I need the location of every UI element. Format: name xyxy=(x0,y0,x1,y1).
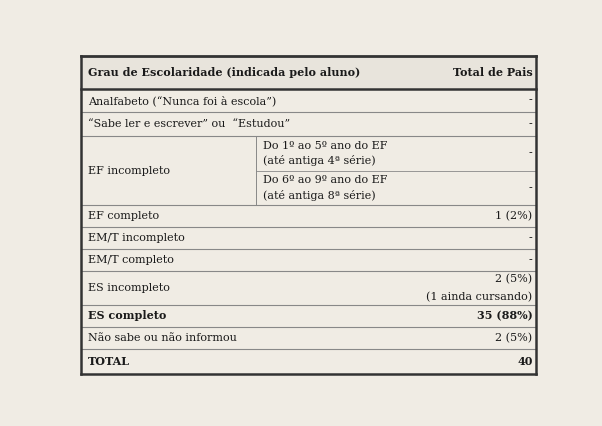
Text: ES completo: ES completo xyxy=(88,310,166,321)
Text: -: - xyxy=(529,255,533,265)
Text: 35 (88%): 35 (88%) xyxy=(477,310,533,321)
Text: Não sabe ou não informou: Não sabe ou não informou xyxy=(88,333,237,343)
Text: (até antiga 8ª série): (até antiga 8ª série) xyxy=(263,190,376,201)
Text: Do 1º ao 5º ano do EF: Do 1º ao 5º ano do EF xyxy=(263,141,388,151)
Text: Do 6º ao 9º ano do EF: Do 6º ao 9º ano do EF xyxy=(263,176,388,185)
Text: Analfabeto (“Nunca foi à escola”): Analfabeto (“Nunca foi à escola”) xyxy=(88,95,276,106)
Bar xyxy=(81,56,536,89)
Text: -: - xyxy=(529,148,533,158)
Text: -: - xyxy=(529,119,533,129)
Text: EM/T incompleto: EM/T incompleto xyxy=(88,233,185,243)
Text: EM/T completo: EM/T completo xyxy=(88,255,174,265)
Text: Total de Pais: Total de Pais xyxy=(453,67,533,78)
Text: 2 (5%): 2 (5%) xyxy=(495,333,533,343)
Text: Grau de Escolaridade (indicada pelo aluno): Grau de Escolaridade (indicada pelo alun… xyxy=(88,67,360,78)
Text: 1 (2%): 1 (2%) xyxy=(495,211,533,222)
Text: -: - xyxy=(529,95,533,106)
Text: -: - xyxy=(529,183,533,193)
Text: “Sabe ler e escrever” ou  “Estudou”: “Sabe ler e escrever” ou “Estudou” xyxy=(88,119,290,129)
Text: 2 (5%): 2 (5%) xyxy=(495,274,533,284)
Text: (até antiga 4ª série): (até antiga 4ª série) xyxy=(263,155,376,167)
Text: 40: 40 xyxy=(517,356,533,367)
Text: EF completo: EF completo xyxy=(88,211,159,221)
Text: EF incompleto: EF incompleto xyxy=(88,166,170,176)
Text: ES incompleto: ES incompleto xyxy=(88,283,170,293)
Text: (1 ainda cursando): (1 ainda cursando) xyxy=(426,291,533,302)
Text: TOTAL: TOTAL xyxy=(88,356,130,367)
Text: -: - xyxy=(529,233,533,243)
